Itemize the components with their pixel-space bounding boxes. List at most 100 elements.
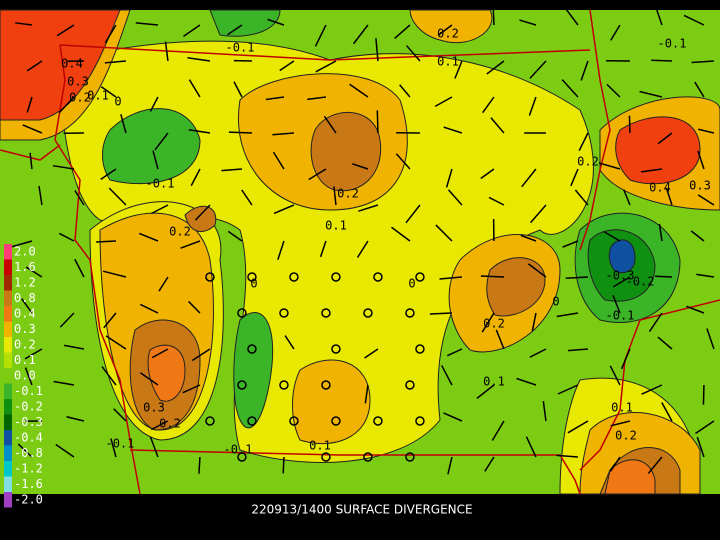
- contour-label: 0.2: [337, 187, 359, 201]
- wind-barb: [358, 204, 379, 212]
- wind-barb: [440, 365, 453, 386]
- wind-barb: [228, 131, 252, 134]
- wind-barb: [405, 204, 421, 224]
- legend-label: 0.0: [14, 369, 36, 383]
- wind-barb: [580, 60, 589, 81]
- wind-barb: [491, 420, 505, 441]
- wind-barb: [279, 60, 295, 72]
- wind-barb: [191, 348, 211, 362]
- contour-label: 0.2: [615, 429, 637, 443]
- wind-barb: [527, 263, 547, 278]
- legend-swatch: [4, 290, 12, 306]
- calm-marker: [247, 272, 257, 282]
- wind-barb: [648, 312, 663, 332]
- wind-barb: [606, 83, 621, 98]
- wind-barb: [683, 14, 705, 26]
- calm-marker: [205, 416, 215, 426]
- wind-barb: [429, 312, 452, 315]
- wind-barb: [227, 230, 243, 242]
- wind-barb: [149, 436, 159, 458]
- contour-label: 0.1: [309, 439, 331, 453]
- legend-swatch: [4, 244, 12, 260]
- calm-marker: [415, 416, 425, 426]
- wind-barb: [520, 234, 537, 242]
- legend-label: -1.2: [14, 462, 43, 476]
- contour-label: 0.2: [577, 155, 599, 169]
- wind-barb: [187, 56, 211, 62]
- wind-barb: [516, 377, 537, 386]
- contour-label: -0.1: [106, 437, 135, 451]
- wind-barb: [194, 204, 211, 221]
- wind-barb: [697, 194, 715, 206]
- wind-barb: [525, 436, 537, 458]
- wind-barb: [333, 186, 337, 206]
- wind-barb: [105, 335, 127, 350]
- legend-swatch: [4, 321, 12, 337]
- wind-barb: [376, 110, 379, 134]
- legend-label: -0.3: [14, 415, 43, 429]
- wind-barb: [352, 163, 369, 170]
- wind-barb: [439, 276, 463, 280]
- legend-swatch: [4, 383, 12, 399]
- wind-barb: [447, 456, 453, 475]
- wind-barb: [529, 348, 547, 358]
- wind-barb: [446, 348, 463, 357]
- wind-barb: [443, 126, 463, 134]
- legend-label: -2.0: [14, 493, 43, 507]
- wind-barb: [241, 189, 253, 206]
- wind-barb: [308, 168, 327, 181]
- contour-label: 0.1: [483, 375, 505, 389]
- calm-marker: [331, 416, 341, 426]
- legend-swatch: [4, 399, 12, 415]
- wind-barb: [686, 305, 705, 314]
- wind-barb: [120, 114, 127, 134]
- contour-label: -0.1: [606, 309, 635, 323]
- wind-barb: [273, 204, 295, 215]
- wind-barb: [190, 168, 201, 186]
- wind-barb: [152, 150, 159, 170]
- contour-label: 0: [250, 277, 257, 291]
- wind-barb: [486, 60, 505, 75]
- contour-label: 0.3: [689, 179, 711, 193]
- wind-barb: [445, 168, 453, 188]
- legend-swatch: [4, 368, 12, 384]
- contour-label: 0.2: [483, 317, 505, 331]
- legend-label: 0.8: [14, 291, 36, 305]
- wind-barb: [657, 336, 673, 350]
- calm-marker: [279, 380, 289, 390]
- wind-barb: [164, 41, 169, 62]
- wind-barb: [482, 96, 495, 114]
- wind-barb: [655, 275, 672, 278]
- wind-barb: [561, 79, 579, 98]
- wind-barb: [104, 60, 127, 64]
- calm-marker: [205, 272, 215, 282]
- calm-marker: [405, 308, 415, 318]
- legend-swatch: [4, 352, 12, 368]
- wind-barb: [556, 454, 579, 458]
- wind-barb: [641, 384, 663, 395]
- legend-swatch: [4, 430, 12, 446]
- legend-label: 0.4: [14, 307, 36, 321]
- contour-label: 0: [114, 95, 121, 109]
- wind-barb: [272, 151, 285, 170]
- contour-label: 0: [552, 295, 559, 309]
- wind-barb: [364, 348, 379, 359]
- wind-barb: [622, 189, 631, 206]
- calm-marker: [289, 272, 299, 282]
- legend: 2.01.6 1.20.8 0.40.3 0.20.1 0.0-0.1 -0.2-0.3 -…: [4, 244, 43, 508]
- wind-barb: [307, 96, 327, 101]
- wind-barb: [391, 226, 411, 242]
- legend-swatch: [4, 259, 12, 275]
- contour-label: 0.1: [437, 55, 459, 69]
- calm-marker: [237, 452, 247, 462]
- wind-barb: [221, 168, 243, 172]
- wind-barb: [58, 96, 75, 114]
- calm-marker: [289, 416, 299, 426]
- legend-label: -0.4: [14, 431, 43, 445]
- legend-label: 0.1: [14, 353, 36, 367]
- wind-barb: [102, 270, 127, 278]
- wind-barb: [610, 24, 621, 41]
- wind-barb: [570, 168, 579, 187]
- wind-barb: [55, 443, 75, 458]
- wind-barb: [521, 168, 537, 188]
